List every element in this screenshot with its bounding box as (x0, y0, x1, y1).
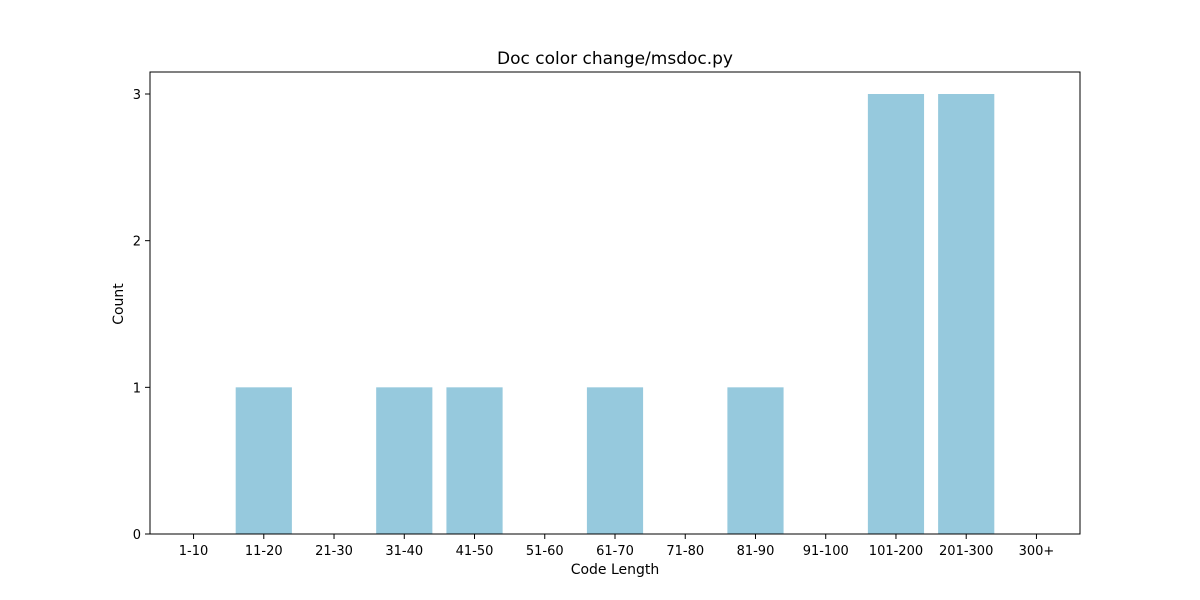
x-tick-label: 61-70 (596, 544, 634, 559)
x-tick-label: 41-50 (456, 544, 494, 559)
bar-81-90 (727, 387, 784, 534)
x-tick-label: 201-300 (939, 544, 993, 559)
x-tick-label: 71-80 (666, 544, 704, 559)
y-tick-label: 3 (133, 88, 141, 103)
x-tick-label: 21-30 (315, 544, 353, 559)
bar-11-20 (235, 387, 292, 534)
x-tick-label: 81-90 (737, 544, 775, 559)
bar-61-70 (586, 387, 644, 534)
chart-title: Doc color change/msdoc.py (497, 49, 733, 69)
y-axis-label: Count (111, 283, 127, 325)
x-tick-label: 300+ (1019, 544, 1055, 559)
x-axis: 1-10 11-20 21-30 31-40 41-50 51-60 61-70 71-80 8… (179, 534, 1055, 559)
bar-201-300 (938, 94, 995, 534)
y-tick-label: 1 (133, 381, 141, 396)
bars-group (235, 94, 995, 534)
y-tick-label: 0 (133, 528, 141, 543)
x-tick-label: 91-100 (803, 544, 849, 559)
x-axis-label: Code Length (571, 562, 660, 578)
x-tick-label: 11-20 (245, 544, 283, 559)
x-tick-label: 101-200 (869, 544, 923, 559)
bar-31-40 (376, 387, 433, 534)
x-tick-label: 51-60 (526, 544, 564, 559)
x-tick-label: 1-10 (179, 544, 209, 559)
bar-101-200 (867, 94, 925, 534)
y-axis: 0 1 2 3 (133, 88, 150, 543)
bar-41-50 (446, 387, 503, 534)
y-tick-label: 2 (133, 235, 141, 250)
plot-frame (149, 71, 1081, 535)
x-tick-label: 31-40 (385, 544, 423, 559)
